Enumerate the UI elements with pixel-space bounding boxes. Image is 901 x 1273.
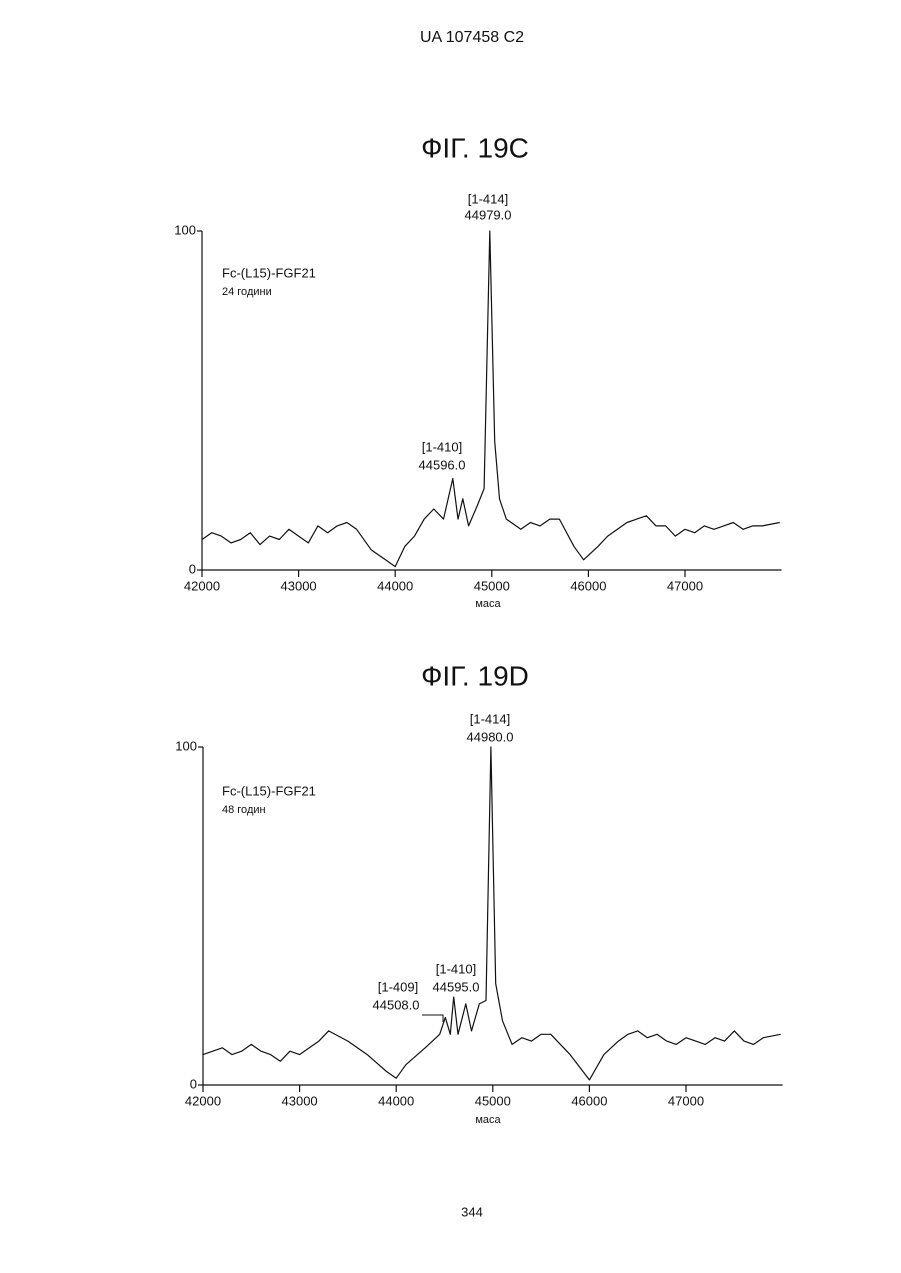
- time-note: 24 години: [222, 286, 272, 298]
- figure-title: ФІГ. 19D: [421, 660, 529, 691]
- x-tick-label: 45000: [474, 578, 510, 593]
- x-axis-label: маса: [475, 1114, 501, 1126]
- x-tick-label: 43000: [282, 1093, 318, 1108]
- x-tick-label: 44000: [377, 578, 413, 593]
- y-tick-label: 0: [190, 1076, 197, 1091]
- x-tick-label: 42000: [185, 1093, 221, 1108]
- annotation: [1-410]: [422, 439, 462, 454]
- annotation: 44596.0: [419, 457, 466, 472]
- spectrum-line: [202, 231, 780, 567]
- x-tick-label: 46000: [570, 578, 606, 593]
- document: UA 107458 C2 344 ФІГ. 19C Fc-(L15)-FGF21…: [0, 0, 901, 1273]
- x-tick-label: 43000: [281, 578, 317, 593]
- annotation: [1-409]: [378, 979, 418, 994]
- header: UA 107458 C2: [420, 29, 524, 46]
- annotation: 44595.0: [433, 979, 480, 994]
- x-tick-label: 45000: [475, 1093, 511, 1108]
- annotation: [1-414]: [470, 711, 510, 726]
- y-tick-label: 100: [174, 222, 196, 237]
- time-note: 48 годин: [222, 804, 266, 816]
- sample-label: Fc-(L15)-FGF21: [222, 783, 316, 798]
- annotation: [1-410]: [436, 961, 476, 976]
- leader-line: [422, 1015, 443, 1022]
- figure-title: ФІГ. 19C: [421, 132, 529, 163]
- page: UA 107458 C2 344 ФІГ. 19C Fc-(L15)-FGF21…: [0, 0, 901, 1273]
- annotation: 44508.0: [373, 997, 420, 1012]
- y-tick-label: 0: [189, 561, 196, 576]
- page-number: 344: [461, 1204, 483, 1219]
- y-tick-label: 100: [175, 738, 197, 753]
- x-tick-label: 47000: [668, 1093, 704, 1108]
- sample-label: Fc-(L15)-FGF21: [222, 265, 316, 280]
- annotation: 44979.0: [465, 207, 512, 222]
- x-axis-label: маса: [475, 598, 501, 610]
- x-tick-label: 42000: [184, 578, 220, 593]
- annotation: 44980.0: [467, 729, 514, 744]
- annotation: [1-414]: [468, 191, 508, 206]
- x-tick-label: 44000: [378, 1093, 414, 1108]
- x-tick-label: 46000: [571, 1093, 607, 1108]
- x-tick-label: 47000: [667, 578, 703, 593]
